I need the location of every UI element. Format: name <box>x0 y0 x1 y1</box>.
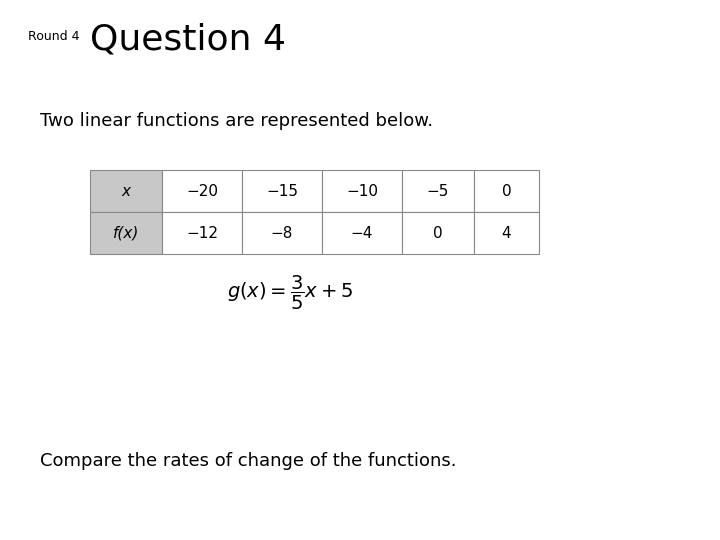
Bar <box>242 170 322 212</box>
Text: −12: −12 <box>186 226 218 240</box>
Text: −5: −5 <box>427 184 449 199</box>
Text: Round 4: Round 4 <box>28 30 79 43</box>
Text: −20: −20 <box>186 184 218 199</box>
Text: Question 4: Question 4 <box>90 22 286 56</box>
Text: $g(x) = \dfrac{3}{5}x + 5$: $g(x) = \dfrac{3}{5}x + 5$ <box>227 274 353 312</box>
Text: −15: −15 <box>266 184 298 199</box>
Bar <box>474 212 539 254</box>
Bar <box>90 170 162 212</box>
Text: 0: 0 <box>433 226 443 240</box>
Text: x: x <box>122 184 130 199</box>
Bar <box>90 212 162 254</box>
Bar <box>474 170 539 212</box>
Bar <box>322 170 402 212</box>
Bar <box>162 212 242 254</box>
Text: −10: −10 <box>346 184 378 199</box>
Bar <box>402 170 474 212</box>
Text: −8: −8 <box>271 226 293 240</box>
Bar <box>322 212 402 254</box>
Text: 0: 0 <box>502 184 511 199</box>
Bar <box>162 170 242 212</box>
Bar <box>402 212 474 254</box>
Text: Compare the rates of change of the functions.: Compare the rates of change of the funct… <box>40 452 456 470</box>
Bar <box>242 212 322 254</box>
Text: −4: −4 <box>351 226 373 240</box>
Text: Two linear functions are represented below.: Two linear functions are represented bel… <box>40 112 433 130</box>
Text: f(x): f(x) <box>113 226 139 240</box>
Text: 4: 4 <box>502 226 511 240</box>
